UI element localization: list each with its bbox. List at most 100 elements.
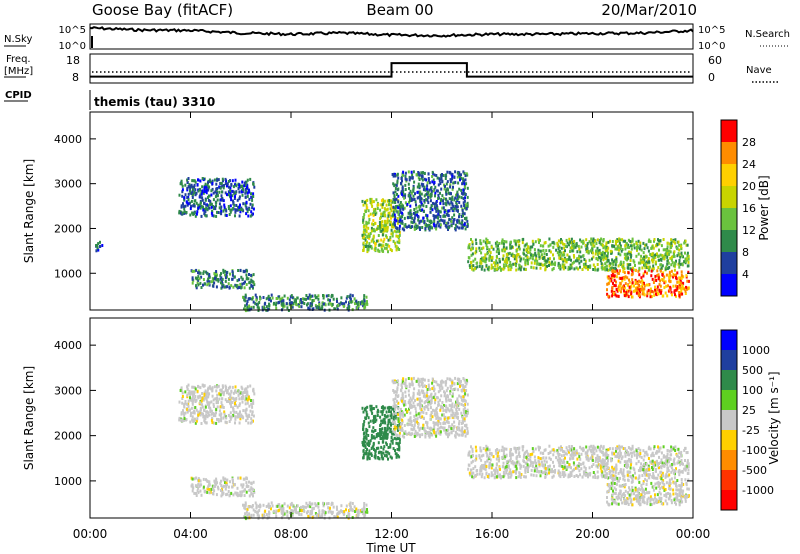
data-pixel: [672, 275, 675, 279]
data-pixel: [681, 286, 684, 290]
data-pixel: [184, 411, 187, 415]
freq-series-line: [90, 62, 693, 78]
data-pixel: [397, 229, 399, 233]
data-pixel: [578, 261, 581, 265]
data-pixel: [439, 225, 442, 229]
data-pixel: [566, 258, 569, 262]
data-pixel: [592, 255, 595, 259]
data-pixel: [652, 264, 655, 268]
data-pixel: [204, 405, 207, 409]
data-pixel: [552, 262, 555, 266]
data-pixel: [314, 502, 317, 506]
data-pixel: [227, 207, 230, 210]
data-pixel: [463, 199, 466, 203]
data-pixel: [335, 297, 338, 301]
data-pixel: [242, 187, 244, 191]
data-pixel: [190, 390, 193, 394]
data-pixel: [211, 386, 214, 390]
data-pixel: [675, 273, 678, 277]
data-pixel: [462, 377, 465, 380]
data-pixel: [496, 263, 499, 267]
freq-tick-high: 18: [66, 54, 80, 67]
data-pixel: [627, 238, 630, 242]
data-pixel: [451, 203, 454, 207]
data-pixel: [562, 250, 565, 254]
data-pixel: [404, 171, 407, 175]
data-pixel: [363, 420, 366, 423]
data-pixel: [492, 247, 495, 251]
data-pixel: [227, 193, 230, 197]
data-pixel: [231, 485, 234, 489]
data-pixel: [184, 401, 187, 405]
data-pixel: [241, 391, 244, 395]
data-pixel: [401, 227, 404, 231]
data-pixel: [661, 294, 664, 298]
data-pixel: [614, 454, 617, 458]
data-pixel: [485, 237, 488, 241]
data-pixel: [220, 194, 223, 198]
data-pixel: [226, 399, 228, 403]
data-pixel: [454, 387, 457, 391]
data-pixel: [559, 241, 562, 245]
data-pixel: [430, 399, 433, 402]
data-pixel: [612, 274, 615, 278]
data-pixel: [199, 489, 202, 493]
data-pixel: [534, 253, 537, 257]
data-pixel: [508, 264, 511, 268]
data-pixel: [386, 424, 389, 428]
data-pixel: [372, 234, 375, 238]
data-pixel: [285, 510, 288, 513]
data-pixel: [553, 257, 555, 261]
data-pixel: [393, 415, 395, 419]
data-pixel: [223, 390, 226, 394]
data-pixel: [189, 213, 192, 217]
data-pixel: [461, 426, 464, 430]
data-pixel: [363, 305, 366, 309]
data-pixel: [488, 257, 491, 261]
data-pixel: [397, 219, 399, 223]
data-pixel: [245, 481, 248, 485]
data-pixel: [507, 256, 510, 260]
data-pixel: [389, 207, 392, 211]
data-pixel: [233, 403, 236, 407]
data-pixel: [343, 302, 346, 306]
data-pixel: [499, 268, 502, 271]
data-pixel: [549, 262, 552, 266]
data-pixel: [252, 300, 255, 304]
data-pixel: [461, 226, 464, 230]
data-pixel: [402, 411, 404, 415]
data-pixel: [675, 259, 677, 263]
data-pixel: [595, 249, 597, 253]
y-tick-label: 3000: [54, 178, 82, 191]
data-pixel: [645, 243, 648, 247]
data-pixel: [502, 242, 505, 245]
data-pixel: [603, 267, 606, 271]
data-pixel: [458, 221, 461, 225]
data-pixel: [181, 188, 184, 192]
data-pixel: [429, 414, 432, 417]
data-pixel: [185, 211, 188, 214]
data-pixel: [210, 487, 213, 491]
data-pixel: [401, 192, 403, 196]
data-pixel: [391, 407, 394, 411]
data-pixel: [411, 216, 414, 220]
data-pixel: [363, 505, 366, 509]
data-pixel: [497, 252, 500, 255]
data-pixel: [194, 484, 197, 488]
data-pixel: [603, 251, 606, 255]
data-pixel: [393, 400, 396, 404]
data-pixel: [393, 436, 396, 440]
data-pixel: [214, 276, 216, 280]
data-pixel: [446, 386, 449, 390]
freq-panel: Freq. [MHz] 18 8 60 0 Nave: [4, 53, 778, 84]
data-pixel: [664, 267, 667, 271]
data-pixel: [252, 399, 255, 403]
data-pixel: [195, 277, 198, 281]
data-pixel: [674, 241, 677, 245]
data-pixel: [97, 248, 100, 252]
data-pixel: [197, 271, 199, 275]
data-pixel: [194, 421, 197, 425]
data-pixel: [676, 280, 679, 284]
data-pixel: [205, 421, 208, 425]
